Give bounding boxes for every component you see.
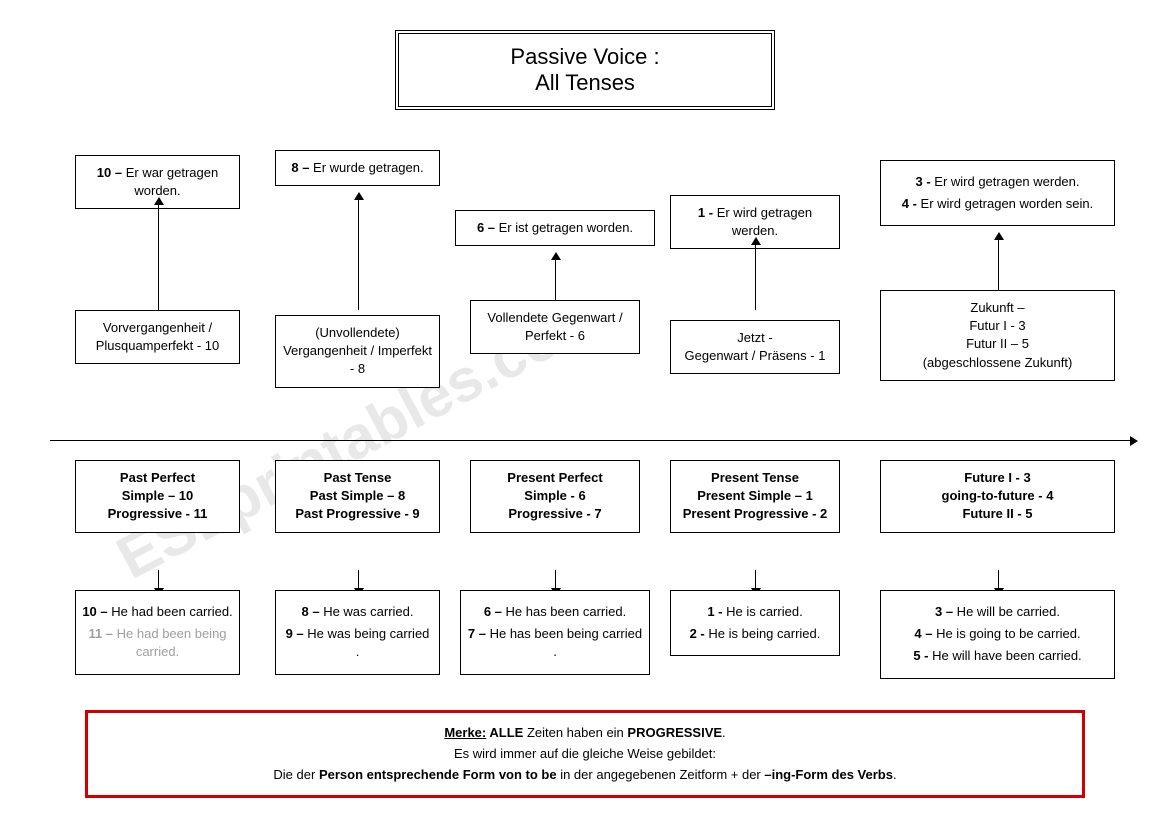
german-tense-box-2: Vollendete Gegenwart / Perfekt - 6	[470, 300, 640, 354]
german-example-box-2: 6 – Er ist getragen worden.	[455, 210, 655, 246]
arrow-up-3	[755, 243, 756, 310]
arrow-down-2	[555, 570, 556, 590]
english-tense-box-0: Past PerfectSimple – 10Progressive - 11	[75, 460, 240, 533]
english-tense-box-2: Present PerfectSimple - 6Progressive - 7	[470, 460, 640, 533]
arrow-down-3	[755, 570, 756, 590]
note-l3b: Person entsprechende Form von to be	[319, 767, 557, 782]
german-tense-box-3: Jetzt -Gegenwart / Präsens - 1	[670, 320, 840, 374]
german-example-box-1: 8 – Er wurde getragen.	[275, 150, 440, 186]
english-tense-box-3: Present TensePresent Simple – 1Present P…	[670, 460, 840, 533]
arrow-up-1	[358, 198, 359, 310]
german-tense-box-0: Vorvergangenheit /Plusquamperfekt - 10	[75, 310, 240, 364]
english-example-box-4: 3 – He will be carried.4 – He is going t…	[880, 590, 1115, 679]
note-alle: ALLE	[486, 725, 527, 740]
note-progressive: PROGRESSIVE	[627, 725, 722, 740]
arrow-down-0	[158, 570, 159, 590]
note-l3d: –ing-Form des Verbs	[764, 767, 893, 782]
arrow-up-0	[158, 203, 159, 310]
english-example-box-1: 8 – He was carried.9 – He was being carr…	[275, 590, 440, 675]
note-l3a: Die der	[273, 767, 319, 782]
note-line2: Es wird immer auf die gleiche Weise gebi…	[108, 744, 1062, 765]
title-line2: All Tenses	[419, 70, 751, 96]
note-merke: Merke:	[444, 725, 486, 740]
german-tense-box-4: Zukunft –Futur I - 3Futur II – 5(abgesch…	[880, 290, 1115, 381]
note-text1: Zeiten haben ein	[527, 725, 627, 740]
english-tense-box-1: Past TensePast Simple – 8Past Progressiv…	[275, 460, 440, 533]
title-line1: Passive Voice :	[419, 44, 751, 70]
note-dot1: .	[722, 725, 726, 740]
note-l3e: .	[893, 767, 897, 782]
german-tense-box-1: (Unvollendete) Vergangenheit / Imperfekt…	[275, 315, 440, 388]
english-example-box-3: 1 - He is carried.2 - He is being carrie…	[670, 590, 840, 656]
note-l3c: in der angegebenen Zeitform + der	[557, 767, 765, 782]
german-example-box-4: 3 - Er wird getragen werden.4 - Er wird …	[880, 160, 1115, 226]
timeline-arrow	[50, 440, 1130, 441]
arrow-down-1	[358, 570, 359, 590]
title-box: Passive Voice : All Tenses	[395, 30, 775, 110]
english-tense-box-4: Future I - 3going-to-future - 4Future II…	[880, 460, 1115, 533]
arrow-down-4	[998, 570, 999, 590]
note-box: Merke: ALLE Zeiten haben ein PROGRESSIVE…	[85, 710, 1085, 798]
english-example-box-2: 6 – He has been carried.7 – He has been …	[460, 590, 650, 675]
english-example-box-0: 10 – He had been carried.11 – He had bee…	[75, 590, 240, 675]
